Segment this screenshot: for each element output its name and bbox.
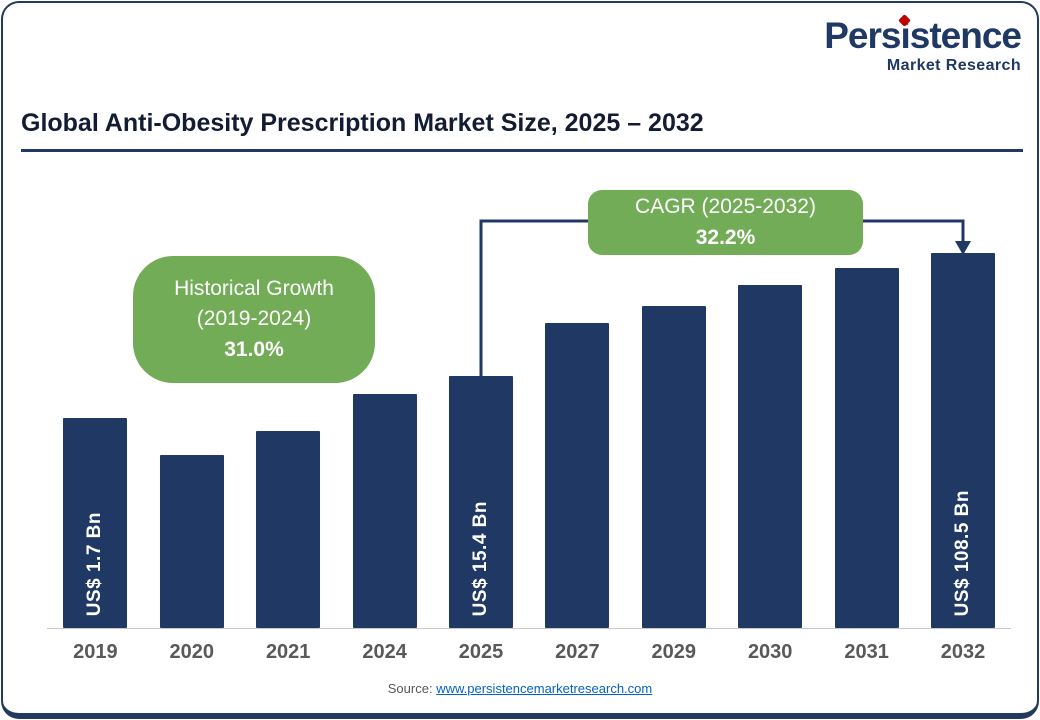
annotation-value: 32.2% xyxy=(695,225,756,249)
x-axis-label: 2025 xyxy=(458,641,504,663)
x-axis-label: 2019 xyxy=(73,641,118,663)
x-axis-label: 2027 xyxy=(555,641,600,663)
bar-value-label: US$ 1.7 Bn xyxy=(84,511,106,616)
bar-2031 xyxy=(834,268,899,628)
bar-2029 xyxy=(641,306,706,628)
brand-name: Persistence xyxy=(824,15,1022,56)
title-underline xyxy=(21,149,1023,152)
x-axis-label: 2031 xyxy=(844,641,889,663)
x-axis-label: 2030 xyxy=(747,641,793,663)
bar-value-label: US$ 15.4 Bn xyxy=(470,500,491,616)
bar-value-label: US$ 108.5 Bn xyxy=(952,489,973,616)
bar-2025: US$ 15.4 Bn xyxy=(449,376,513,628)
x-axis-label: 2032 xyxy=(940,641,986,663)
annotation-historical-growth: Historical Growth (2019-2024) 31.0% xyxy=(133,256,375,383)
x-axis-label: 2021 xyxy=(265,641,311,663)
annotation-value: 31.0% xyxy=(224,337,284,361)
x-axis-label: 2029 xyxy=(651,641,697,663)
annotation-line: (2019-2024) xyxy=(196,307,312,331)
bar-2030 xyxy=(738,285,803,628)
brand-accent-dot-icon: i xyxy=(900,15,910,56)
bar-2021 xyxy=(256,431,321,628)
annotation-line: Historical Growth xyxy=(174,276,334,300)
bar-2020 xyxy=(159,455,224,628)
source-line: Source: www.persistencemarketresearch.co… xyxy=(3,681,1037,696)
brand-tagline: Market Research xyxy=(886,56,1021,74)
bar-2027 xyxy=(545,323,610,628)
brand-name-suffix: stence xyxy=(909,15,1022,56)
brand-name-prefix: Pers xyxy=(824,15,901,56)
source-label: Source: xyxy=(387,681,433,696)
x-axis-baseline xyxy=(47,628,1011,629)
x-axis-label: 2020 xyxy=(169,641,215,663)
bar-2032: US$ 108.5 Bn xyxy=(931,253,995,628)
brand-logo: Persistence Market Research xyxy=(824,15,1022,75)
annotation-cagr: CAGR (2025-2032) 32.2% xyxy=(588,190,863,255)
page-title: Global Anti-Obesity Prescription Market … xyxy=(21,109,704,137)
annotation-line: CAGR (2025-2032) xyxy=(635,195,816,219)
source-link[interactable]: www.persistencemarketresearch.com xyxy=(436,681,653,696)
x-axis-label: 2024 xyxy=(362,641,407,663)
bar-2019: US$ 1.7 Bn xyxy=(63,418,128,628)
bar-2024 xyxy=(352,394,417,628)
